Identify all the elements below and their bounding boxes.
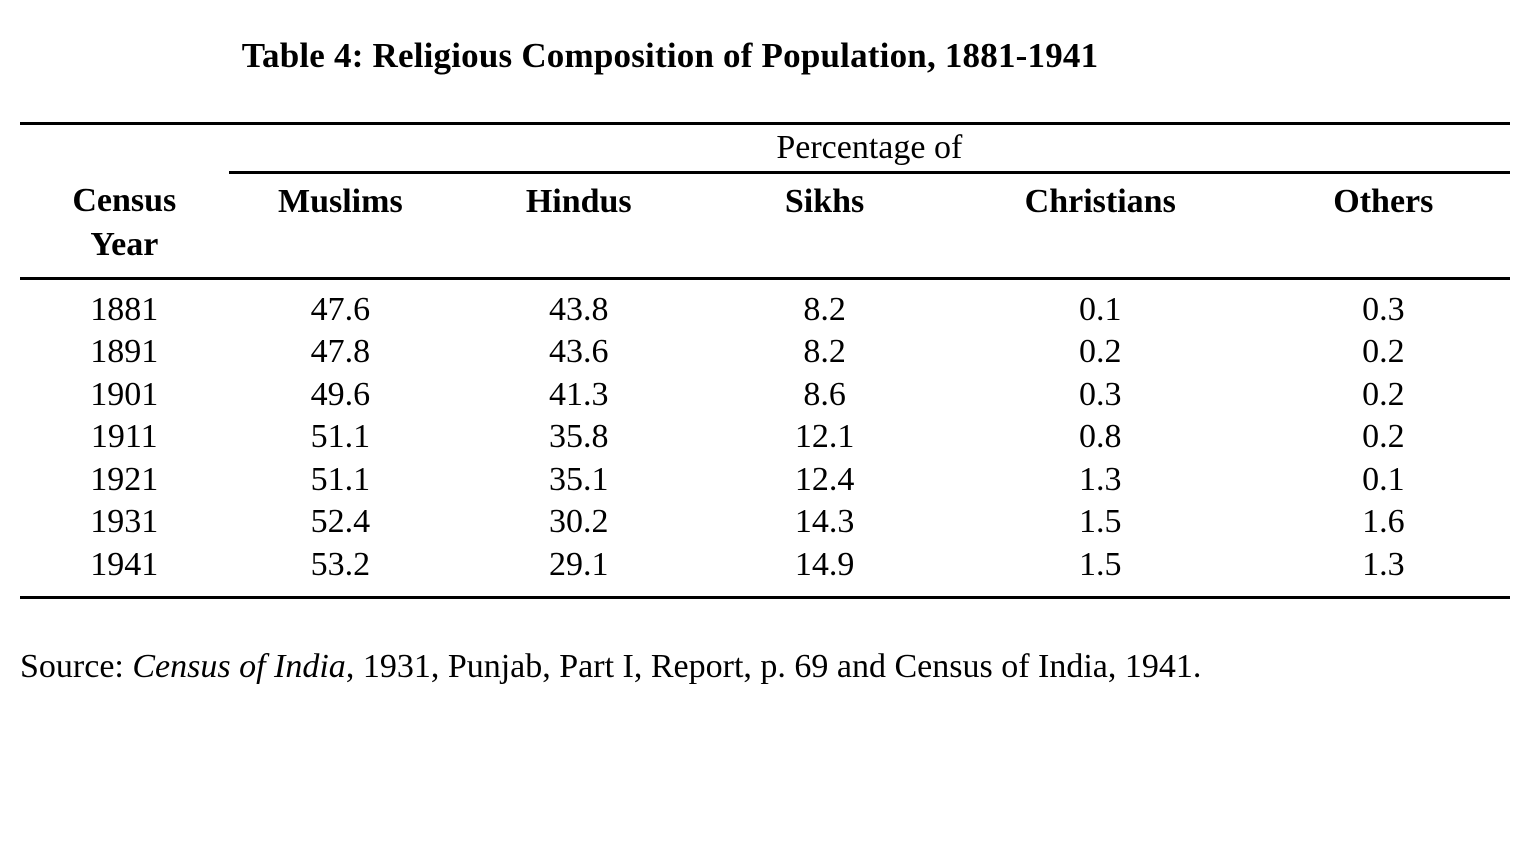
value-cell: 51.1 [310,460,371,498]
religious-composition-table: Percentage of Census Year Muslims Hindus… [20,122,1510,600]
value-cell: 47.6 [310,290,371,328]
corner-cell [20,122,229,173]
value-cell: 1.3 [1256,543,1510,600]
table-row: 1921 51.1 35.1 12.4 1.3 0.1 [20,459,1510,502]
table-row: 1941 53.2 29.1 14.9 1.5 1.3 [20,543,1510,600]
value-cell: 0.1 [1078,290,1122,328]
group-header-row: Percentage of [20,122,1510,174]
column-header-hindus: Hindus [452,172,706,280]
table-row: 1881 47.6 43.8 8.2 0.1 0.3 [20,278,1510,331]
value-cell: 53.2 [228,543,453,600]
year-cell: 1921 [90,460,159,498]
value-cell: 41.3 [548,375,609,413]
census-year-header-line1: Census [72,181,177,219]
value-cell: 1.5 [1078,503,1122,541]
value-cell: 8.2 [803,333,846,371]
source-citation-rest: , 1931, Punjab, Part I, Report, p. 69 an… [345,648,1202,686]
value-cell: 0.3 [1362,290,1405,328]
value-cell: 30.2 [548,503,609,541]
value-cell: 8.6 [803,375,846,413]
value-cell: 43.8 [548,290,609,328]
value-cell: 1.6 [1362,503,1405,541]
table-row: 1931 52.4 30.2 14.3 1.5 1.6 [20,501,1510,544]
column-header-others: Others [1256,172,1510,280]
source-label: Source: [20,648,133,686]
source-note: Source: Census of India, 1931, Punjab, P… [20,641,1510,694]
value-cell: 12.1 [794,418,855,456]
year-cell: 1901 [90,375,159,413]
year-cell: 1941 [20,543,229,600]
percentage-of-header: Percentage of [228,122,1510,174]
census-year-header: Census Year [20,172,229,280]
value-cell: 0.2 [1078,333,1122,371]
page-title: Table 4: Religious Composition of Popula… [241,36,1099,75]
value-cell: 12.4 [794,460,855,498]
column-header-muslims: Muslims [228,172,453,280]
value-cell: 35.8 [548,418,609,456]
column-header-sikhs: Sikhs [705,172,944,280]
value-cell: 14.9 [705,543,944,600]
table-row: 1911 51.1 35.8 12.1 0.8 0.2 [20,416,1510,459]
value-cell: 1.3 [1078,460,1122,498]
column-header-christians: Christians [943,172,1257,280]
table-row: 1901 49.6 41.3 8.6 0.3 0.2 [20,374,1510,417]
value-cell: 0.3 [1078,375,1122,413]
value-cell: 51.1 [310,418,371,456]
year-cell: 1911 [90,418,158,456]
year-cell: 1891 [90,333,159,371]
value-cell: 29.1 [452,543,706,600]
value-cell: 47.8 [310,333,371,371]
year-cell: 1881 [90,290,159,328]
source-work-title: Census of India [132,648,346,686]
value-cell: 0.2 [1362,418,1405,456]
value-cell: 0.8 [1078,418,1122,456]
value-cell: 0.2 [1362,333,1405,371]
value-cell: 0.2 [1362,375,1405,413]
value-cell: 14.3 [794,503,855,541]
value-cell: 0.1 [1362,460,1405,498]
value-cell: 52.4 [310,503,371,541]
value-cell: 1.5 [943,543,1257,600]
value-cell: 49.6 [310,375,371,413]
column-header-row: Census Year Muslims Hindus Sikhs Christi… [20,172,1510,280]
year-cell: 1931 [90,503,159,541]
value-cell: 35.1 [548,460,609,498]
value-cell: 43.6 [548,333,609,371]
value-cell: 8.2 [803,290,846,328]
census-year-header-line2: Year [90,225,159,263]
table-row: 1891 47.8 43.6 8.2 0.2 0.2 [20,331,1510,374]
